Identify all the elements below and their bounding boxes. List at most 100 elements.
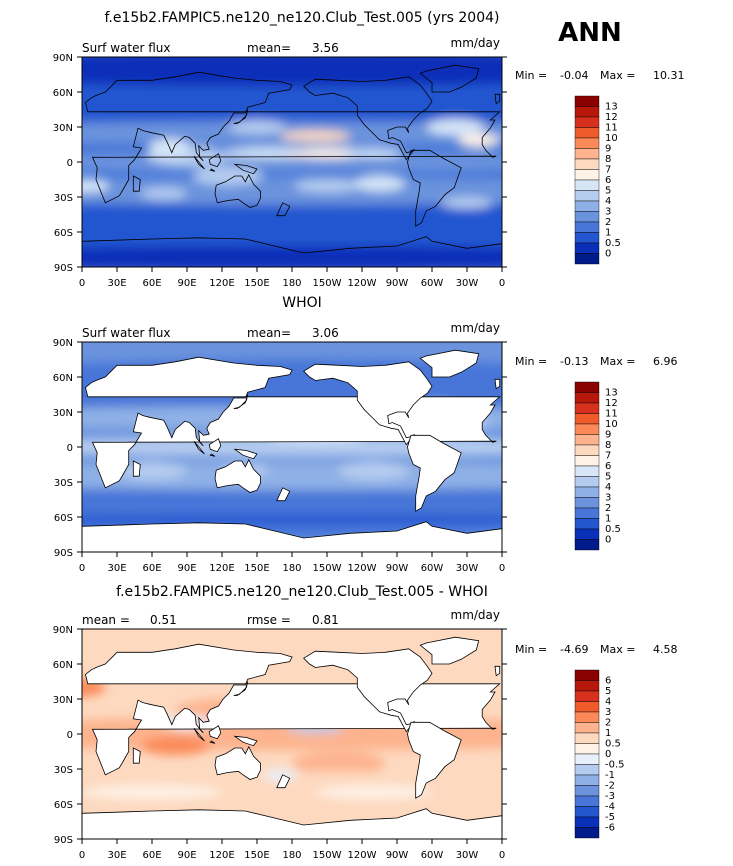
panel-2-lat-label: 90N: [53, 338, 73, 349]
panel-1-colorbar-label: 2: [605, 217, 611, 228]
panel-1-landmass: [193, 155, 205, 170]
panel-1-lon-label: 60E: [142, 278, 161, 289]
panel-1-colorbar-box: [574, 253, 600, 265]
panel-2-landmass: [276, 487, 291, 502]
panel-1-lat-label: 90S: [54, 263, 73, 274]
panel-1-lat-label: 60N: [53, 88, 73, 99]
panel-2-landmass: [233, 448, 258, 460]
panel-1-colorbar-box: [574, 190, 600, 202]
panel-2-colorbar-box: [574, 539, 600, 551]
panel-1-lon-label: 0: [499, 278, 505, 289]
panel-3-landmass: [233, 735, 258, 747]
panel-3-lon-label: 0: [499, 850, 505, 861]
panel-3-lat-label: 0: [67, 730, 73, 741]
panel-2-colorbar-box: [574, 381, 600, 393]
panel-1-colorbar-box: [574, 148, 600, 160]
panel-1-field-region: [426, 118, 485, 136]
panel-3-lon-label: 150W: [313, 850, 342, 861]
panel-2-lon-label: 0: [499, 563, 505, 574]
panel-1-colorbar-label: 5: [605, 186, 611, 197]
panel-3-lat-label: 30N: [53, 695, 73, 706]
panel-1-landmass: [303, 76, 433, 161]
panel-3-units: mm/day: [451, 608, 501, 622]
panel-3-landmass: [303, 648, 433, 733]
panel-3-colorbar-box: [574, 774, 600, 786]
panel-1-colorbar-box: [574, 137, 600, 149]
panel-1-colorbar-label: 0.5: [605, 238, 621, 249]
panel-1-colorbar-box: [574, 95, 600, 107]
panel-3-rmse-label: rmse =: [247, 613, 291, 627]
panel-1-colorbar-label: 7: [605, 165, 611, 176]
map-panel-3: f.e15b2.FAMPIC5.ne120_ne120.Club_Test.00…: [53, 584, 678, 861]
panel-1-min-label: Min =: [515, 69, 547, 82]
season-label: ANN: [558, 18, 622, 48]
panel-2-colorbar-label: 6: [605, 461, 611, 472]
panel-3-colorbar-label: 0.5: [605, 739, 621, 750]
panel-2-colorbar-label: 9: [605, 430, 611, 441]
panel-3-colorbar-box: [574, 827, 600, 839]
panel-1-landmass: [407, 149, 462, 227]
panel-1-lon-label: 120W: [348, 278, 377, 289]
panel-3-colorbar-label: 1: [605, 728, 611, 739]
panel-1-field-region: [82, 178, 109, 193]
panel-1-lat-label: 30N: [53, 123, 73, 134]
panel-2-min-value: -0.13: [560, 355, 588, 368]
panel-1-colorbar-label: 13: [605, 102, 618, 113]
panel-2-mean-value: 3.06: [312, 326, 339, 340]
panel-3-colorbar-label: 2: [605, 718, 611, 729]
panel-3-mean-label: mean =: [82, 613, 130, 627]
panel-3-colorbar-label: -2: [605, 781, 615, 792]
panel-2-map: [82, 342, 502, 552]
panel-1-max-value: 10.31: [653, 69, 685, 82]
panel-1-colorbar-label: 9: [605, 144, 611, 155]
panel-2-colorbar-box: [574, 476, 600, 488]
panel-1-field-region: [344, 148, 403, 158]
panel-1-colorbar-label: 0: [605, 249, 611, 260]
panel-3-landmass: [407, 721, 462, 799]
panel-1-landmass: [214, 173, 261, 208]
panel-1-field-region: [457, 134, 500, 148]
panel-3-lon-label: 60E: [142, 850, 161, 861]
panel-1-map: [82, 57, 502, 267]
panel-1-field-region: [82, 200, 502, 252]
panel-3-title: f.e15b2.FAMPIC5.ne120_ne120.Club_Test.00…: [116, 584, 488, 600]
panel-2-colorbar-label: 7: [605, 451, 611, 462]
panel-1-field-region: [294, 178, 360, 193]
panel-1-field-region: [286, 146, 368, 159]
panel-3-colorbar-label: -0.5: [605, 760, 625, 771]
panel-1-field-region: [82, 246, 502, 267]
panel-1-variable: Surf water flux: [82, 41, 170, 55]
panel-2-field-region: [82, 514, 502, 524]
panel-2-variable: Surf water flux: [82, 326, 170, 340]
panel-1-landmass: [132, 175, 141, 192]
panel-3-colorbar-box: [574, 785, 600, 797]
panel-2-lon-label: 30W: [456, 563, 479, 574]
panel-3-colorbar-box: [574, 669, 600, 681]
panel-3-field-region: [315, 785, 432, 800]
panel-2-lon-label: 0: [79, 563, 85, 574]
panel-3-landmass: [193, 727, 205, 742]
panel-3-colorbar-box: [574, 795, 600, 807]
panel-2-mean-label: mean=: [247, 326, 291, 340]
panel-1-colorbar-box: [574, 169, 600, 181]
panel-1-field-region: [82, 74, 502, 133]
panel-1-field-region: [140, 187, 188, 200]
panel-2-lon-label: 150E: [244, 563, 269, 574]
panel-2-colorbar-box: [574, 497, 600, 509]
panel-1-colorbar-label: 10: [605, 133, 618, 144]
panel-2-lon-label: 90E: [177, 563, 196, 574]
panel-3-landmass: [85, 643, 501, 776]
panel-2-lon-label: 60W: [421, 563, 444, 574]
panel-3-field-region: [292, 751, 386, 775]
panel-2-colorbar-label: 8: [605, 440, 611, 451]
panel-2-colorbar-label: 10: [605, 419, 618, 430]
panel-3-landmass: [132, 747, 141, 764]
panel-2-landmass: [209, 453, 216, 457]
panel-3-mean-value: 0.51: [150, 613, 177, 627]
panel-2-colorbar-box: [574, 444, 600, 456]
panel-3-lon-label: 60W: [421, 850, 444, 861]
panel-2-colorbar-box: [574, 392, 600, 404]
panel-2-colorbar-label: 5: [605, 472, 611, 483]
panel-3-colorbar-label: -3: [605, 791, 615, 802]
